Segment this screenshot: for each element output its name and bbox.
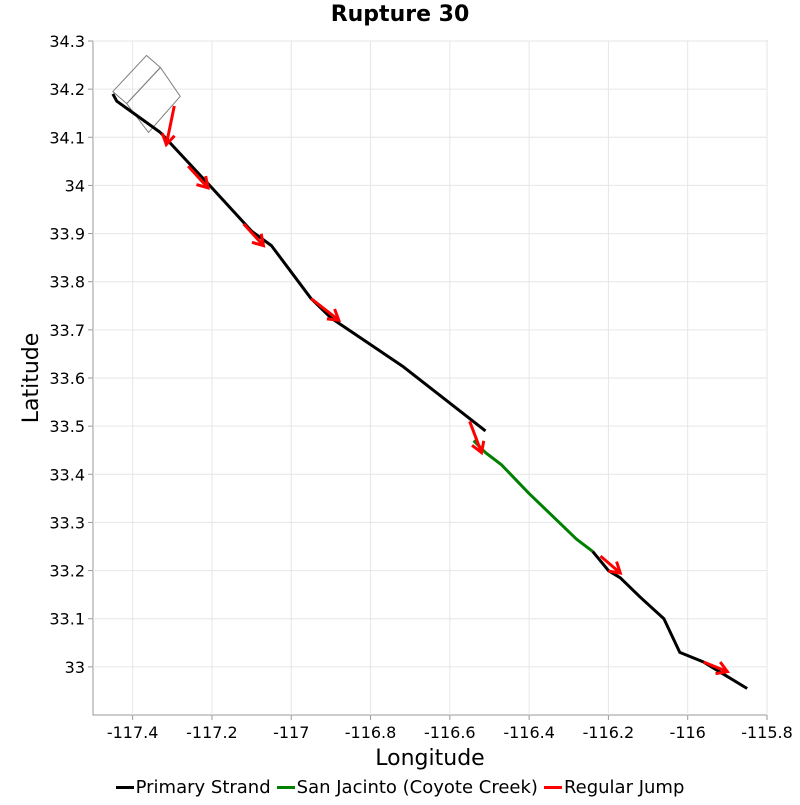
y-tick-label: 33.6 (49, 369, 85, 388)
y-axis-label: Latitude (19, 333, 44, 424)
legend-label: Regular Jump (564, 777, 684, 798)
y-tick-label: 34.3 (49, 32, 85, 51)
x-tick-label: -117 (273, 723, 309, 742)
y-tick-label: 34.1 (49, 128, 85, 147)
x-tick-label: -117.4 (107, 723, 159, 742)
x-tick-label: -117.2 (186, 723, 238, 742)
y-tick-label: 33.1 (49, 610, 85, 629)
legend-item: Primary Strand (116, 777, 271, 798)
y-tick-label: 33.7 (49, 321, 85, 340)
legend-item: Regular Jump (544, 777, 684, 798)
y-tick-label: 33 (65, 658, 85, 677)
y-tick-label: 33.5 (49, 417, 85, 436)
x-tick-label: -116.6 (424, 723, 476, 742)
y-tick-label: 33.4 (49, 465, 85, 484)
y-tick-label: 33.3 (49, 513, 85, 532)
y-tick-label: 33.8 (49, 273, 85, 292)
legend-swatch (277, 786, 295, 789)
x-tick-label: -116.2 (583, 723, 635, 742)
y-tick-label: 33.9 (49, 225, 85, 244)
legend-item: San Jacinto (Coyote Creek) (277, 777, 538, 798)
y-tick-label: 34 (65, 176, 85, 195)
x-tick-label: -116.4 (503, 723, 555, 742)
x-tick-label: -115.8 (741, 723, 793, 742)
x-axis-label: Longitude (375, 746, 484, 771)
legend-swatch (544, 786, 562, 789)
legend-swatch (116, 786, 134, 789)
legend-label: Primary Strand (136, 777, 271, 798)
x-tick-label: -116.8 (345, 723, 397, 742)
y-tick-label: 33.2 (49, 562, 85, 581)
legend-label: San Jacinto (Coyote Creek) (297, 777, 538, 798)
x-tick-label: -116 (670, 723, 706, 742)
y-tick-label: 34.2 (49, 80, 85, 99)
legend: Primary Strand San Jacinto (Coyote Creek)… (0, 777, 800, 798)
